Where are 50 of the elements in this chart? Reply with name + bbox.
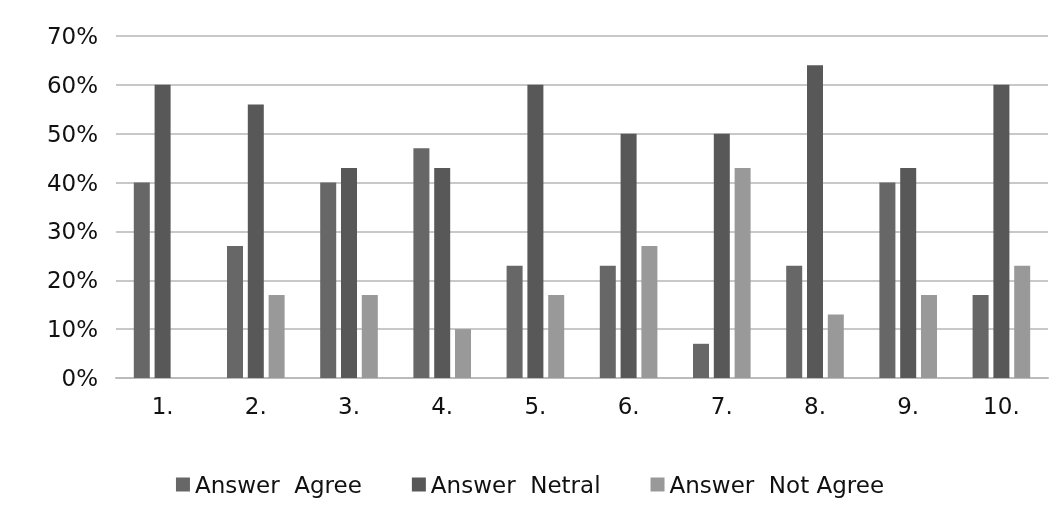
y-tick-label: 10% (46, 316, 98, 343)
bar (227, 246, 243, 378)
bar (693, 343, 709, 378)
bar (900, 167, 917, 378)
y-tick-label: 70% (46, 23, 98, 49)
x-tick-label: 6. (617, 392, 640, 419)
bar (807, 65, 823, 378)
bar (527, 84, 544, 378)
bar (921, 294, 937, 378)
bar (268, 294, 285, 378)
legend-label: Answer Not Agree (669, 471, 885, 498)
bar (506, 265, 523, 378)
bar (620, 133, 637, 378)
y-tick-label: 30% (46, 218, 98, 245)
bar (320, 182, 337, 378)
x-tick-label: 5. (524, 392, 547, 419)
bar (341, 167, 357, 378)
bar (434, 167, 451, 378)
bar (786, 265, 803, 378)
y-tick-label: 40% (46, 169, 98, 196)
x-tick-label: 8. (804, 392, 826, 419)
bar (413, 148, 430, 378)
bar (734, 167, 751, 378)
y-tick-label: 0% (61, 365, 98, 391)
legend-label: Answer Agree (194, 471, 362, 498)
x-tick-label: 9. (897, 392, 920, 419)
y-tick-label: 20% (46, 267, 98, 294)
bar (713, 133, 730, 378)
x-tick-label: 7. (710, 392, 733, 419)
bar (455, 329, 471, 378)
y-tick-label: 60% (46, 71, 98, 98)
bar (247, 104, 264, 378)
x-tick-label: 3. (338, 392, 360, 419)
bar (599, 265, 616, 378)
x-tick-label: 2. (244, 392, 267, 419)
y-tick-label: 50% (46, 120, 98, 147)
x-tick-label: 10. (983, 392, 1020, 419)
bar (993, 84, 1010, 378)
bar (154, 84, 171, 378)
bar (133, 182, 150, 378)
bar (879, 182, 896, 378)
bar (641, 246, 658, 378)
bar (972, 294, 989, 378)
bar (1014, 265, 1031, 378)
x-tick-label: 4. (431, 392, 454, 419)
bar (548, 294, 565, 378)
bar (361, 294, 378, 378)
legend-label: Answer Netral (430, 471, 601, 498)
bar (827, 314, 844, 378)
x-tick-label: 1. (151, 392, 174, 419)
